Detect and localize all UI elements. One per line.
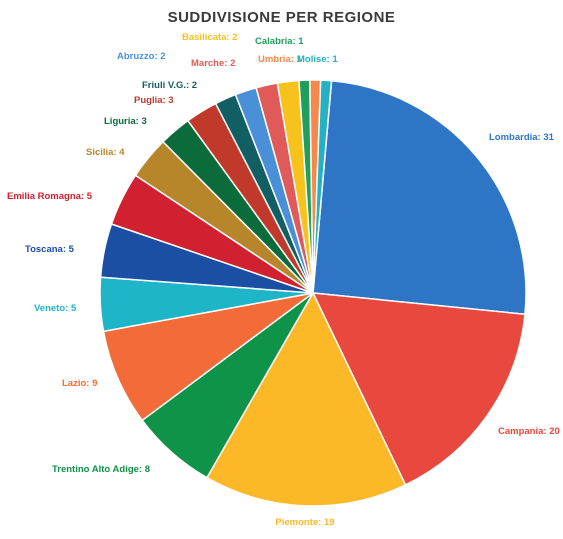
chart-title: SUDDIVISIONE PER REGIONE <box>167 9 396 26</box>
pie-labels: Lombardia: 31 Campania: 20 Piemonte: 19 Tre… <box>7 32 560 528</box>
slice-label: Piemonte: 19 <box>275 517 334 528</box>
slice-label: Veneto: 5 <box>34 303 77 314</box>
slice-label: Abruzzo: 2 <box>117 51 166 62</box>
pie-slices <box>99 79 527 507</box>
slice-label: Umbria: 1 <box>258 54 303 65</box>
slice-label: Basilicata: 2 <box>182 32 237 43</box>
slice-label: Campania: 20 <box>498 426 560 437</box>
slice-label: Friuli V.G.: 2 <box>142 80 197 91</box>
pie-slice <box>205 291 407 507</box>
pie-slice <box>311 292 526 486</box>
slice-label: Liguria: 3 <box>104 116 147 127</box>
slice-label: Molise: 1 <box>297 54 338 65</box>
slice-label: Trentino Alto Adige: 8 <box>52 464 150 475</box>
pie-slice <box>312 79 527 316</box>
slice-label: Puglia: 3 <box>134 95 174 106</box>
slice-label: Lazio: 9 <box>62 378 97 389</box>
pie-slice <box>102 292 314 422</box>
slice-label: Toscana: 5 <box>25 244 75 255</box>
slice-label: Sicilia: 4 <box>86 147 125 158</box>
slice-label: Marche: 2 <box>191 58 235 69</box>
slice-label: Lombardia: 31 <box>489 132 555 143</box>
slice-label: Emilia Romagna: 5 <box>7 191 93 202</box>
slice-label: Calabria: 1 <box>255 36 304 47</box>
pie-slice <box>312 79 333 294</box>
